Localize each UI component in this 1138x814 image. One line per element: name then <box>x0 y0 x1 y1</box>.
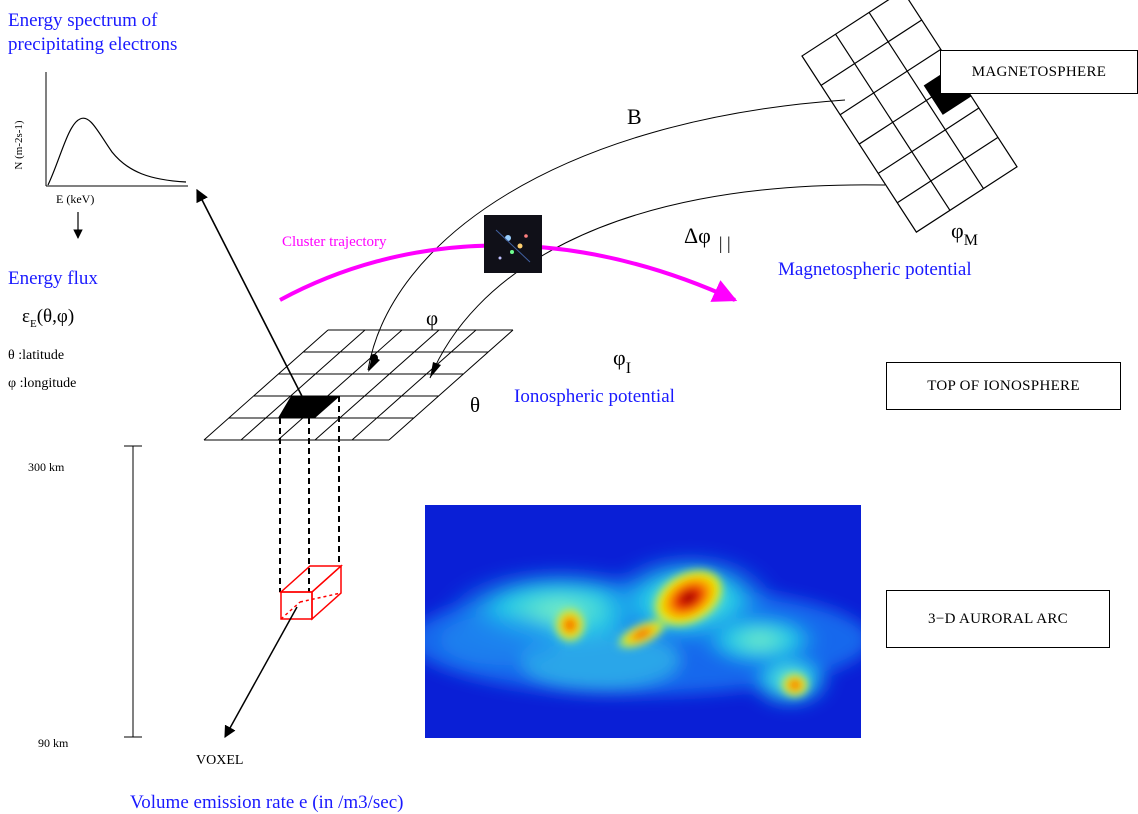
phi-m-label: φM <box>951 218 978 249</box>
phi-i-label: φI <box>613 345 631 377</box>
voxel-cube <box>279 564 343 621</box>
voxel-arrow <box>224 606 298 739</box>
ionospheric-potential-label: Ionospheric potential <box>514 386 675 407</box>
voxel-projection <box>279 396 340 592</box>
cluster-trajectory-label: Cluster trajectory <box>282 234 387 250</box>
field-line-lower <box>429 184 886 379</box>
voxel-label: VOXEL <box>196 753 243 768</box>
magnetic-field-lines <box>367 99 886 379</box>
ionosphere-grid <box>203 329 514 441</box>
magnetosphere-grid <box>801 0 1018 233</box>
spectrum-y-label: N (m-2s-1) <box>13 120 25 170</box>
altitude-top-label: 300 km <box>28 460 65 474</box>
spectrum-curve <box>47 117 187 186</box>
auroral-arc-image <box>425 505 861 738</box>
delta-phi-parallel-label: Δφ | | <box>684 223 731 253</box>
theta-definition: θ :latitude <box>8 348 64 363</box>
auroral-arc-box: 3−D AURORAL ARC <box>886 590 1110 648</box>
energy-flux-block: Energy flux εE(θ,φ) θ :latitude φ :longi… <box>8 268 98 391</box>
field-line-upper <box>367 99 846 371</box>
spectrum-title-line2: precipitating electrons <box>8 34 177 55</box>
magnetospheric-potential-label: Magnetospheric potential <box>778 259 972 280</box>
spectrum-title-line1: Energy spectrum of <box>8 10 158 31</box>
volume-emission-label: Volume emission rate e (in /m3/sec) <box>130 792 404 813</box>
cluster-spacecraft-image <box>484 215 542 273</box>
energy-flux-formula: εE(θ,φ) <box>22 306 74 330</box>
energy-spectrum-plot: Energy spectrum of precipitating electro… <box>8 10 188 239</box>
grid-phi-label: φ <box>426 306 438 330</box>
altitude-bottom-label: 90 km <box>38 736 69 750</box>
energy-flux-title: Energy flux <box>8 268 98 289</box>
phi-definition: φ :longitude <box>8 376 76 391</box>
spectrum-x-label: E (keV) <box>56 192 94 206</box>
altitude-scale: 300 km 90 km <box>28 445 142 750</box>
grid-theta-label: θ <box>470 393 480 417</box>
top-of-ionosphere-box: TOP OF IONOSPHERE <box>886 362 1121 410</box>
magnetosphere-box: MAGNETOSPHERE <box>940 50 1138 94</box>
b-field-label: B <box>627 104 642 129</box>
flux-to-spectrum-arrow <box>196 188 309 409</box>
ionosphere-grid-cell-highlight <box>278 396 340 418</box>
